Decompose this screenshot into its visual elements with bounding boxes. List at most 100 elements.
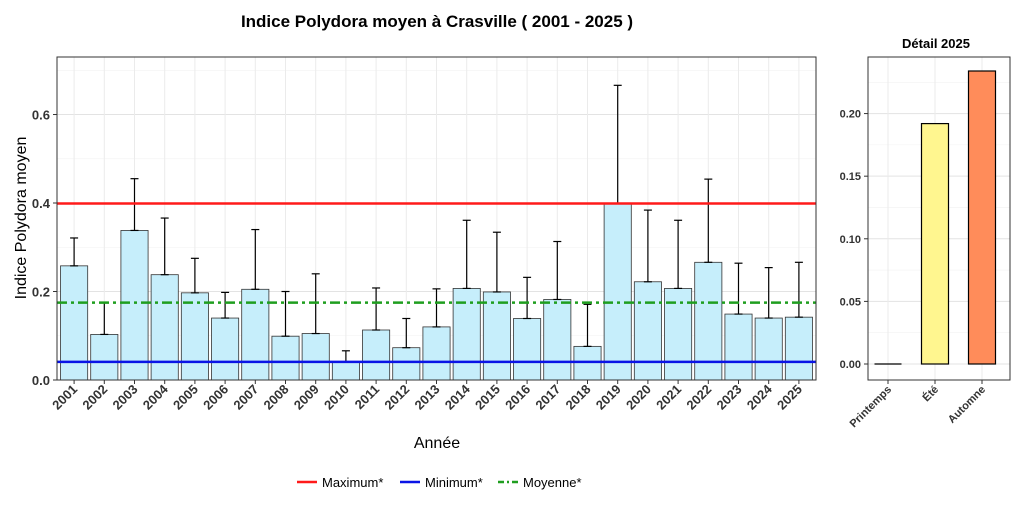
error-bar-2011 bbox=[372, 287, 381, 331]
x-tick-label: 2024 bbox=[744, 381, 776, 413]
bar-2016 bbox=[513, 318, 542, 381]
error-bar-2023 bbox=[734, 262, 743, 315]
detail-y-tick-label: 0.00 bbox=[840, 359, 861, 371]
x-tick-label: 2017 bbox=[532, 382, 563, 413]
main-reference-lines bbox=[57, 202, 816, 364]
detail-bar-été bbox=[920, 122, 950, 365]
x-tick-label: 2004 bbox=[140, 381, 172, 413]
svg-text:Moyenne*: Moyenne* bbox=[523, 475, 582, 490]
error-bar-2024 bbox=[764, 267, 773, 319]
x-tick-label: 2007 bbox=[230, 382, 261, 413]
detail-bars bbox=[874, 70, 997, 365]
bar-2008 bbox=[271, 335, 300, 381]
x-tick-label: 2015 bbox=[472, 382, 503, 413]
error-bar-2016 bbox=[523, 276, 532, 320]
error-bar-2012 bbox=[402, 317, 411, 349]
error-bar-2008 bbox=[281, 290, 290, 337]
x-tick-label: 2021 bbox=[653, 382, 684, 413]
x-tick-label: 2008 bbox=[261, 382, 292, 413]
x-tick-label: 2002 bbox=[79, 382, 110, 413]
error-bar-2017 bbox=[553, 240, 562, 301]
main-error-bars bbox=[70, 84, 803, 363]
bar-2023 bbox=[724, 313, 753, 381]
legend: Maximum* Minimum* Moyenne* bbox=[297, 475, 582, 490]
svg-text:Maximum*: Maximum* bbox=[322, 475, 383, 490]
bar-2007 bbox=[241, 288, 270, 381]
y-tick-label: 0.6 bbox=[32, 108, 50, 123]
detail-y-tick-label: 0.20 bbox=[840, 109, 861, 121]
bar-2004 bbox=[150, 274, 179, 381]
x-tick-label: 2020 bbox=[623, 382, 654, 413]
detail-x-ticks: Printemps Été Automne bbox=[848, 380, 988, 431]
main-x-axis-title: Année bbox=[414, 435, 460, 452]
bar-2025 bbox=[784, 316, 813, 381]
bar-2019 bbox=[603, 203, 632, 381]
legend-item-maximum: Maximum* bbox=[297, 475, 383, 490]
x-tick-label: 2009 bbox=[291, 382, 322, 413]
y-tick-label: 0.4 bbox=[32, 196, 51, 211]
bar-2012 bbox=[392, 347, 421, 381]
x-tick-label: 2012 bbox=[381, 382, 412, 413]
detail-x-tick-label: Été bbox=[920, 383, 941, 404]
main-x-ticks: 2001 2002 2003 2004 2005 2006 2007 2008 2009 2010… bbox=[49, 380, 805, 413]
svg-text:Minimum*: Minimum* bbox=[425, 475, 483, 490]
x-tick-label: 2005 bbox=[170, 382, 201, 413]
x-tick-label: 2001 bbox=[49, 382, 80, 413]
bar-2013 bbox=[422, 326, 451, 381]
detail-y-ticks: 0.00 0.05 0.10 0.15 0.20 bbox=[840, 109, 868, 371]
error-bar-2006 bbox=[221, 291, 230, 319]
detail-chart-title: Détail 2025 bbox=[902, 36, 970, 51]
bar-2020 bbox=[633, 281, 662, 381]
y-tick-label: 0.2 bbox=[32, 285, 50, 300]
error-bar-2019 bbox=[613, 84, 622, 205]
bar-2024 bbox=[754, 317, 783, 381]
y-tick-label: 0.0 bbox=[32, 373, 50, 388]
bar-2006 bbox=[211, 317, 240, 381]
main-y-ticks: 0.0 0.2 0.4 0.6 bbox=[32, 108, 57, 388]
detail-plot-border bbox=[867, 56, 1011, 381]
main-chart-title: Indice Polydora moyen à Crasville ( 2001… bbox=[241, 12, 633, 31]
x-tick-label: 2019 bbox=[593, 382, 624, 413]
main-y-axis-title: Indice Polydora moyen bbox=[13, 137, 30, 300]
error-bar-2014 bbox=[462, 219, 471, 290]
detail-y-tick-label: 0.05 bbox=[840, 296, 861, 308]
error-bar-2022 bbox=[704, 178, 713, 263]
x-tick-label: 2025 bbox=[774, 382, 805, 413]
x-tick-label: 2022 bbox=[683, 382, 714, 413]
detail-y-tick-label: 0.10 bbox=[840, 234, 861, 246]
x-tick-label: 2003 bbox=[110, 382, 141, 413]
error-bar-2005 bbox=[190, 257, 199, 294]
bar-2003 bbox=[120, 230, 149, 381]
x-tick-label: 2016 bbox=[502, 382, 533, 413]
legend-item-moyenne: Moyenne* bbox=[498, 475, 582, 490]
error-bar-2021 bbox=[674, 219, 683, 290]
x-tick-label: 2006 bbox=[200, 382, 231, 413]
error-bar-2020 bbox=[643, 209, 652, 283]
error-bar-2013 bbox=[432, 288, 441, 328]
bar-2017 bbox=[543, 299, 572, 381]
detail-y-tick-label: 0.15 bbox=[840, 171, 861, 183]
bar-2022 bbox=[694, 261, 723, 381]
bar-2018 bbox=[573, 345, 602, 381]
x-tick-label: 2013 bbox=[412, 382, 443, 413]
x-tick-label: 2023 bbox=[714, 382, 745, 413]
detail-x-tick-label: Printemps bbox=[848, 384, 895, 431]
error-bar-2001 bbox=[70, 237, 79, 267]
legend-item-minimum: Minimum* bbox=[400, 475, 483, 490]
error-bar-2004 bbox=[160, 217, 169, 276]
error-bar-2010 bbox=[341, 350, 350, 363]
x-tick-label: 2018 bbox=[563, 382, 594, 413]
x-tick-label: 2014 bbox=[442, 381, 474, 413]
bar-2015 bbox=[482, 291, 511, 381]
error-bar-2002 bbox=[100, 301, 109, 336]
bar-2009 bbox=[301, 333, 330, 381]
error-bar-2015 bbox=[492, 231, 501, 293]
detail-bar-automne bbox=[967, 70, 997, 365]
bar-2011 bbox=[362, 329, 391, 381]
bar-2005 bbox=[180, 292, 209, 381]
x-tick-label: 2011 bbox=[352, 382, 383, 413]
error-bar-2025 bbox=[794, 261, 803, 318]
bar-2002 bbox=[90, 334, 119, 381]
error-bar-2007 bbox=[251, 228, 260, 290]
